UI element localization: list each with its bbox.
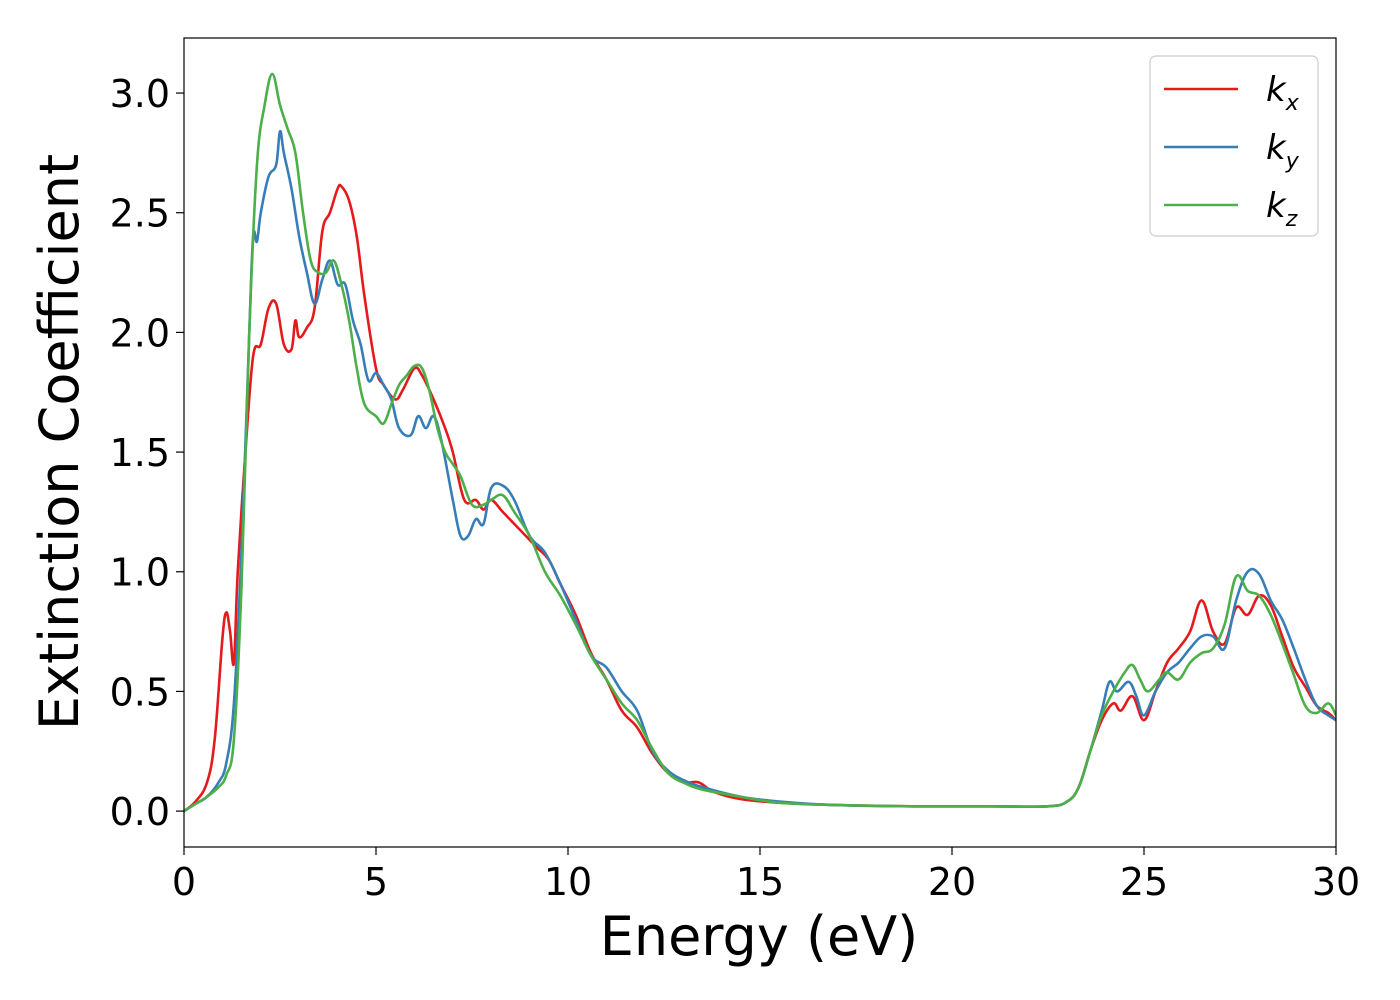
axes-layer: 0 5 10 15 20 25 30 0.0 0.5 1.0 1.5 2.0 2.5 3.0 (110, 37, 1360, 904)
series-line-ky (184, 129, 1336, 813)
plot-background (184, 38, 1336, 847)
x-tick-label: 25 (1120, 860, 1168, 904)
series-layer (184, 72, 1336, 813)
x-tick-label: 10 (544, 860, 592, 904)
x-axis-label: Energy (eV) (600, 905, 919, 968)
y-axis-label: Extinction Coefficient (28, 154, 91, 730)
legend: kx ky kz (1149, 55, 1319, 237)
y-tick-label: 0.5 (110, 670, 170, 714)
y-tick-label: 1.0 (110, 551, 170, 595)
x-tick-label: 30 (1312, 860, 1360, 904)
series-line-kz (184, 72, 1336, 813)
x-tick-label: 5 (364, 860, 388, 904)
plot-area (184, 38, 1336, 847)
legend-label-kx: kx (1266, 70, 1300, 116)
legend-label-kz: kz (1266, 186, 1298, 232)
y-tick-label: 3.0 (110, 72, 170, 116)
y-tick-label: 1.5 (110, 431, 170, 475)
y-tick-label: 2.5 (110, 192, 170, 236)
x-tick-label: 0 (172, 860, 196, 904)
legend-label-ky: ky (1266, 128, 1300, 174)
y-tick-label: 0.0 (110, 790, 170, 834)
y-tick-label: 2.0 (110, 311, 170, 355)
x-tick-label: 20 (928, 860, 976, 904)
x-tick-label: 15 (736, 860, 784, 904)
